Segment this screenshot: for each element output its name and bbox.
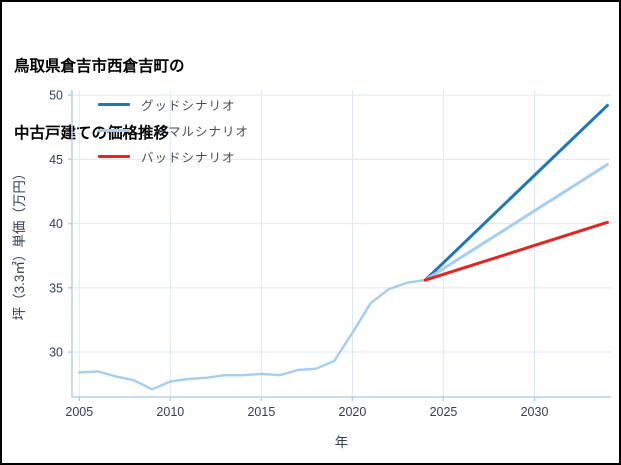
y-axis-label: 坪（3.3㎡）単価（万円） xyxy=(12,167,27,321)
legend-label: グッドシナリオ xyxy=(141,98,236,113)
chart-legend: グッドシナリオ ノーマルシナリオ バッドシナリオ xyxy=(98,91,249,169)
x-tick-label: 2005 xyxy=(65,405,93,419)
legend-item-normal-scenario: ノーマルシナリオ xyxy=(98,117,249,143)
y-tick-label: 30 xyxy=(49,346,63,360)
y-tick-label: 40 xyxy=(49,217,63,231)
legend-line-swatch xyxy=(98,154,130,158)
series-good-scenario xyxy=(423,103,609,282)
legend-line-swatch xyxy=(98,128,130,132)
legend-item-bad-scenario: バッドシナリオ xyxy=(98,143,249,169)
legend-label: ノーマルシナリオ xyxy=(141,124,250,139)
y-tick-label: 50 xyxy=(49,89,63,103)
legend-item-good-scenario: グッドシナリオ xyxy=(98,91,249,117)
page-title-line2: 中古戸建ての価格推移 xyxy=(14,125,170,143)
series-bad-scenario xyxy=(423,220,609,282)
page-title: 鳥取県倉吉市西倉吉町の 中古戸建ての価格推移 xyxy=(14,11,185,191)
legend-label: バッドシナリオ xyxy=(141,150,236,165)
y-tick-label: 35 xyxy=(49,281,63,295)
y-tick-label: 45 xyxy=(49,153,63,167)
x-tick-label: 2030 xyxy=(521,405,549,419)
series-historical xyxy=(78,278,427,391)
x-tick-label: 2015 xyxy=(247,405,275,419)
page-title-line1: 鳥取県倉吉市西倉吉町の xyxy=(14,57,185,75)
series-normal-scenario xyxy=(423,163,609,282)
x-tick-label: 2020 xyxy=(339,405,367,419)
x-tick-label: 2010 xyxy=(156,405,184,419)
x-axis-label: 年 xyxy=(335,435,349,450)
legend-line-swatch xyxy=(98,102,130,106)
x-tick-label: 2025 xyxy=(430,405,458,419)
